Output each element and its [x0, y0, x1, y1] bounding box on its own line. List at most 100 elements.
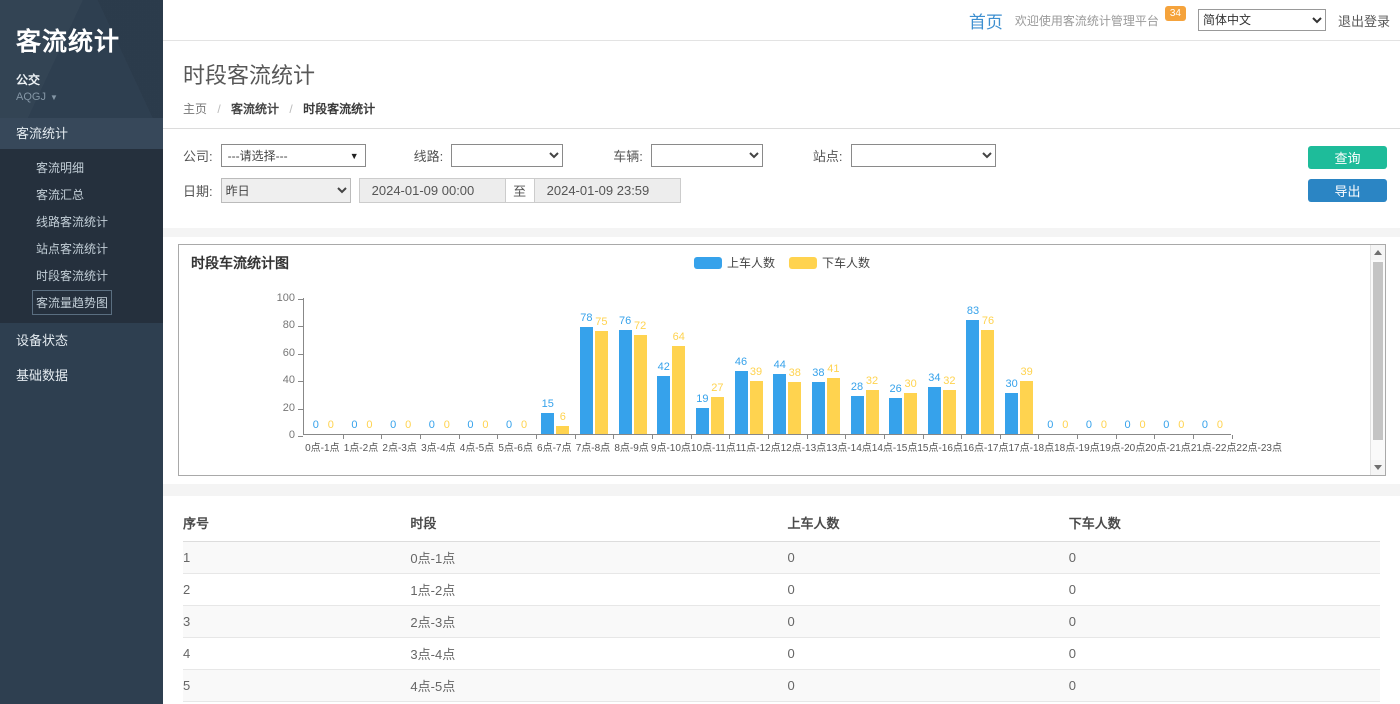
- scrollbar-thumb[interactable]: [1373, 262, 1383, 440]
- bar[interactable]: 42: [657, 376, 670, 434]
- station-select[interactable]: [851, 144, 996, 167]
- table-cell: 0: [1069, 574, 1380, 606]
- bar-value-label: 0: [1178, 419, 1184, 431]
- bar[interactable]: 34: [928, 387, 941, 434]
- bar-group-8: 7672: [613, 298, 652, 434]
- x-tick-label: 15点-16点: [917, 439, 963, 454]
- chart-container: 时段车流统计图 上车人数 下车人数 0204060801000000000000…: [178, 244, 1386, 476]
- bar[interactable]: 38: [788, 382, 801, 434]
- y-tick-label: 20: [265, 402, 295, 414]
- date-preset-select[interactable]: 昨日: [221, 178, 351, 203]
- export-button[interactable]: 导出: [1308, 179, 1387, 202]
- table-cell: 3: [183, 606, 410, 638]
- topbar: 首页 欢迎使用客流统计管理平台 34 简体中文 退出登录: [163, 0, 1400, 41]
- sidebar-item-3[interactable]: 站点客流统计: [0, 235, 163, 262]
- table-cell: 0: [1069, 670, 1380, 702]
- x-tick-label: 3点-4点: [419, 439, 458, 454]
- table-row[interactable]: 43点-4点00: [183, 638, 1380, 670]
- date-start-input[interactable]: 2024-01-09 00:00: [359, 178, 506, 203]
- bar[interactable]: 19: [696, 408, 709, 434]
- bar[interactable]: 28: [851, 396, 864, 434]
- bar-group-5: 00: [497, 298, 536, 434]
- bar[interactable]: 64: [672, 346, 685, 434]
- line-select[interactable]: [451, 144, 563, 167]
- bar-value-label: 44: [774, 359, 786, 371]
- header-seq[interactable]: 序号: [183, 504, 410, 542]
- notification-badge[interactable]: 34: [1165, 6, 1186, 21]
- bar[interactable]: 78: [580, 327, 593, 434]
- bar[interactable]: 39: [1020, 381, 1033, 434]
- x-tick-label: 0点-1点: [303, 439, 342, 454]
- bar-value-label: 38: [812, 367, 824, 379]
- table-row[interactable]: 10点-1点00: [183, 542, 1380, 574]
- bar[interactable]: 76: [981, 330, 994, 434]
- bar[interactable]: 75: [595, 331, 608, 434]
- y-tick-label: 0: [265, 429, 295, 441]
- bar-value-label: 41: [827, 363, 839, 375]
- breadcrumb-passenger-stats[interactable]: 客流统计: [231, 102, 279, 116]
- legend-item-boarding[interactable]: 上车人数: [694, 254, 775, 271]
- header-alighting[interactable]: 下车人数: [1069, 504, 1380, 542]
- bar[interactable]: 32: [943, 390, 956, 434]
- query-button[interactable]: 查询: [1308, 146, 1387, 169]
- filter-panel: 公司: ---请选择--- ▼ 线路: 车辆: 站点: 日期: 昨日 2024-…: [163, 129, 1400, 228]
- bar[interactable]: 32: [866, 390, 879, 434]
- bar-value-label: 64: [673, 331, 685, 343]
- sidebar-item-label: 客流汇总: [36, 186, 84, 203]
- x-tick-label: 22点-23点: [1236, 439, 1282, 454]
- header-boarding[interactable]: 上车人数: [787, 504, 1068, 542]
- line-label: 线路:: [414, 146, 444, 165]
- bar[interactable]: 72: [634, 335, 647, 434]
- x-tick-label: 18点-19点: [1054, 439, 1100, 454]
- sidebar-item-4[interactable]: 时段客流统计: [0, 262, 163, 289]
- bar-group-12: 4438: [768, 298, 807, 434]
- chart-scrollbar[interactable]: [1370, 245, 1385, 475]
- bar[interactable]: 83: [966, 320, 979, 434]
- header-period[interactable]: 时段: [410, 504, 787, 542]
- table-row[interactable]: 54点-5点00: [183, 670, 1380, 702]
- bar[interactable]: 15: [541, 413, 554, 434]
- bar-group-3: 00: [420, 298, 459, 434]
- bar[interactable]: 76: [619, 330, 632, 434]
- bar[interactable]: 30: [1005, 393, 1018, 434]
- x-tick-label: 19点-20点: [1100, 439, 1146, 454]
- vehicle-select[interactable]: [651, 144, 763, 167]
- sidebar-section-passenger-stats[interactable]: 客流统计: [0, 118, 163, 149]
- company-select[interactable]: ---请选择--- ▼: [221, 144, 366, 167]
- logout-link[interactable]: 退出登录: [1338, 11, 1390, 30]
- legend-item-alighting[interactable]: 下车人数: [789, 254, 870, 271]
- bar[interactable]: 41: [827, 378, 840, 434]
- bar[interactable]: 30: [904, 393, 917, 434]
- scroll-up-icon[interactable]: [1371, 245, 1385, 260]
- sidebar-section-base-data[interactable]: 基础数据: [0, 358, 163, 393]
- bar[interactable]: 39: [750, 381, 763, 434]
- home-link[interactable]: 首页: [969, 8, 1003, 33]
- bar-value-label: 39: [1021, 366, 1033, 378]
- date-end-input[interactable]: 2024-01-09 23:59: [534, 178, 681, 203]
- bar-value-label: 0: [313, 419, 319, 431]
- sidebar-section-device-status[interactable]: 设备状态: [0, 323, 163, 358]
- bar-value-label: 0: [1140, 419, 1146, 431]
- scroll-down-icon[interactable]: [1371, 460, 1385, 475]
- date-label: 日期:: [183, 181, 213, 200]
- table-row[interactable]: 32点-3点00: [183, 606, 1380, 638]
- bar[interactable]: 6: [556, 426, 569, 434]
- bar[interactable]: 38: [812, 382, 825, 434]
- breadcrumb-home[interactable]: 主页: [183, 102, 207, 116]
- language-select[interactable]: 简体中文: [1198, 9, 1326, 31]
- sidebar-item-5[interactable]: 客流量趋势图: [0, 289, 163, 316]
- table-row[interactable]: 21点-2点00: [183, 574, 1380, 606]
- bar-value-label: 0: [482, 419, 488, 431]
- bar[interactable]: 26: [889, 398, 902, 434]
- bar-value-label: 0: [1125, 419, 1131, 431]
- bar[interactable]: 27: [711, 397, 724, 434]
- sidebar-item-1[interactable]: 客流汇总: [0, 181, 163, 208]
- bar[interactable]: 46: [735, 371, 748, 434]
- app-title: 客流统计: [16, 22, 147, 58]
- account-dropdown[interactable]: AQGJ▼: [16, 91, 147, 103]
- sidebar-item-0[interactable]: 客流明细: [0, 154, 163, 181]
- bar-value-label: 32: [943, 375, 955, 387]
- bar-value-label: 0: [1101, 419, 1107, 431]
- sidebar-item-2[interactable]: 线路客流统计: [0, 208, 163, 235]
- bar[interactable]: 44: [773, 374, 786, 434]
